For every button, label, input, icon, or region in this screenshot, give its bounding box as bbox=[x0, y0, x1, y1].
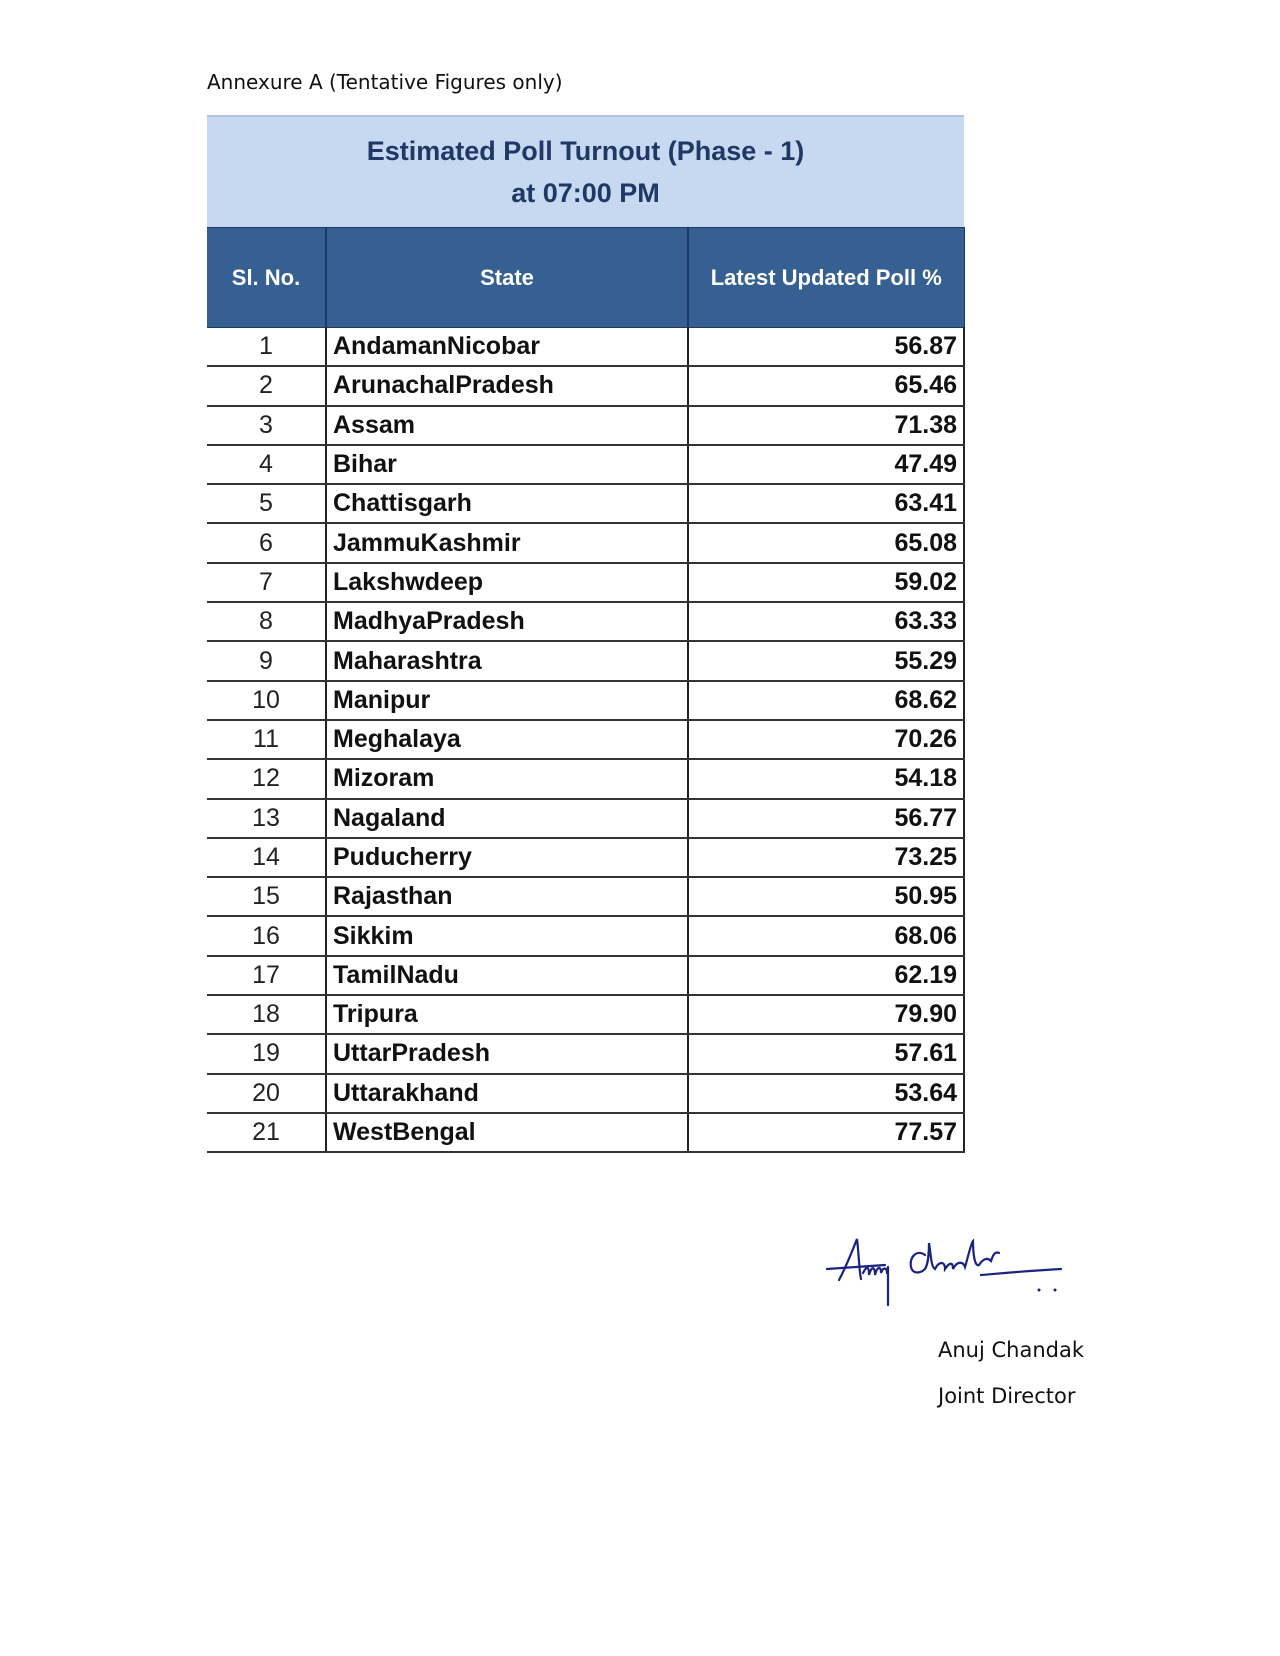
table-row: 9 Maharashtra 55.29 bbox=[207, 641, 965, 682]
signature-image bbox=[825, 1238, 1063, 1307]
state-cell: ArunachalPradesh bbox=[325, 366, 688, 407]
table-row: 17 TamilNadu 62.19 bbox=[207, 955, 965, 997]
annexure-heading: Annexure A (Tentative Figures only) bbox=[207, 70, 563, 94]
table-row: 13 Nagaland 56.77 bbox=[207, 798, 965, 839]
sl-no-cell: 15 bbox=[207, 877, 326, 918]
table-row: 12 Mizoram 54.18 bbox=[207, 759, 965, 800]
state-cell: Sikkim bbox=[325, 916, 688, 957]
poll-percent-cell: 56.77 bbox=[687, 798, 965, 839]
table-row: 14 Puducherry 73.25 bbox=[207, 837, 965, 879]
table-row: 16 Sikkim 68.06 bbox=[207, 916, 965, 957]
header-state: State bbox=[325, 227, 689, 328]
sl-no-cell: 2 bbox=[207, 366, 326, 407]
table-subtitle: at 07:00 PM bbox=[511, 178, 660, 208]
sl-no-cell: 19 bbox=[207, 1034, 326, 1075]
poll-percent-cell: 55.29 bbox=[687, 641, 965, 682]
state-cell: Uttarakhand bbox=[325, 1073, 688, 1114]
poll-percent-cell: 68.62 bbox=[687, 680, 965, 721]
table-row: 20 Uttarakhand 53.64 bbox=[207, 1073, 965, 1114]
state-cell: Maharashtra bbox=[325, 641, 688, 682]
sl-no-cell: 14 bbox=[207, 837, 326, 879]
sl-no-cell: 11 bbox=[207, 719, 326, 761]
table-row: 6 JammuKashmir 65.08 bbox=[207, 523, 965, 564]
table-title: Estimated Poll Turnout (Phase - 1) bbox=[366, 136, 805, 166]
signatory-name: Anuj Chandak bbox=[938, 1338, 1085, 1362]
state-cell: UttarPradesh bbox=[325, 1034, 688, 1075]
sl-no-cell: 7 bbox=[207, 562, 326, 604]
poll-percent-cell: 57.61 bbox=[687, 1034, 965, 1075]
state-cell: Manipur bbox=[325, 680, 688, 721]
poll-percent-cell: 77.57 bbox=[687, 1112, 965, 1154]
table-row: 18 Tripura 79.90 bbox=[207, 995, 965, 1036]
poll-percent-cell: 62.19 bbox=[687, 955, 965, 997]
state-cell: MadhyaPradesh bbox=[325, 602, 688, 643]
sl-no-cell: 12 bbox=[207, 759, 326, 800]
signatory-designation: Joint Director bbox=[938, 1384, 1076, 1408]
poll-percent-cell: 63.33 bbox=[687, 602, 965, 643]
sl-no-cell: 4 bbox=[207, 444, 326, 486]
poll-percent-cell: 56.87 bbox=[687, 327, 965, 368]
poll-percent-cell: 70.26 bbox=[687, 719, 965, 761]
poll-percent-cell: 53.64 bbox=[687, 1073, 965, 1114]
state-cell: JammuKashmir bbox=[325, 523, 688, 564]
header-sl-no: Sl. No. bbox=[207, 227, 327, 328]
sl-no-cell: 17 bbox=[207, 955, 326, 997]
poll-percent-cell: 63.41 bbox=[687, 484, 965, 525]
state-cell: Chattisgarh bbox=[325, 484, 688, 525]
table-row: 3 Assam 71.38 bbox=[207, 405, 965, 446]
table-row: 7 Lakshwdeep 59.02 bbox=[207, 562, 965, 604]
poll-percent-cell: 73.25 bbox=[687, 837, 965, 879]
state-cell: AndamanNicobar bbox=[325, 327, 688, 368]
table-header-row: Sl. No. State Latest Updated Poll % bbox=[207, 227, 965, 328]
table-row: 19 UttarPradesh 57.61 bbox=[207, 1034, 965, 1075]
table-row: 21 WestBengal 77.57 bbox=[207, 1112, 965, 1154]
table-row: 11 Meghalaya 70.26 bbox=[207, 719, 965, 761]
state-cell: Meghalaya bbox=[325, 719, 688, 761]
state-cell: Mizoram bbox=[325, 759, 688, 800]
poll-percent-cell: 54.18 bbox=[687, 759, 965, 800]
table-row: 5 Chattisgarh 63.41 bbox=[207, 484, 965, 525]
poll-percent-cell: 71.38 bbox=[687, 405, 965, 446]
table-row: 8 MadhyaPradesh 63.33 bbox=[207, 602, 965, 643]
poll-percent-cell: 65.46 bbox=[687, 366, 965, 407]
sl-no-cell: 20 bbox=[207, 1073, 326, 1114]
table-row: 4 Bihar 47.49 bbox=[207, 444, 965, 486]
poll-percent-cell: 47.49 bbox=[687, 444, 965, 486]
state-cell: Bihar bbox=[325, 444, 688, 486]
sl-no-cell: 5 bbox=[207, 484, 326, 525]
table-row: 10 Manipur 68.62 bbox=[207, 680, 965, 721]
poll-percent-cell: 79.90 bbox=[687, 995, 965, 1036]
state-cell: Assam bbox=[325, 405, 688, 446]
poll-percent-cell: 50.95 bbox=[687, 877, 965, 918]
sl-no-cell: 13 bbox=[207, 798, 326, 839]
sl-no-cell: 16 bbox=[207, 916, 326, 957]
poll-turnout-table: Estimated Poll Turnout (Phase - 1) at 07… bbox=[207, 115, 965, 1154]
header-poll: Latest Updated Poll % bbox=[687, 227, 965, 328]
table-row: 2 ArunachalPradesh 65.46 bbox=[207, 366, 965, 407]
sl-no-cell: 18 bbox=[207, 995, 326, 1036]
state-cell: TamilNadu bbox=[325, 955, 688, 997]
sl-no-cell: 8 bbox=[207, 602, 326, 643]
state-cell: Tripura bbox=[325, 995, 688, 1036]
sl-no-cell: 10 bbox=[207, 680, 326, 721]
poll-percent-cell: 68.06 bbox=[687, 916, 965, 957]
state-cell: Nagaland bbox=[325, 798, 688, 839]
table-row: 15 Rajasthan 50.95 bbox=[207, 877, 965, 918]
poll-percent-cell: 59.02 bbox=[687, 562, 965, 604]
table-row: 1 AndamanNicobar 56.87 bbox=[207, 327, 965, 368]
state-cell: Puducherry bbox=[325, 837, 688, 879]
state-cell: WestBengal bbox=[325, 1112, 688, 1154]
sl-no-cell: 21 bbox=[207, 1112, 326, 1154]
sl-no-cell: 9 bbox=[207, 641, 326, 682]
sl-no-cell: 3 bbox=[207, 405, 326, 446]
poll-percent-cell: 65.08 bbox=[687, 523, 965, 564]
state-cell: Lakshwdeep bbox=[325, 562, 688, 604]
sl-no-cell: 6 bbox=[207, 523, 326, 564]
table-title-band: Estimated Poll Turnout (Phase - 1) at 07… bbox=[207, 115, 964, 228]
sl-no-cell: 1 bbox=[207, 327, 326, 368]
state-cell: Rajasthan bbox=[325, 877, 688, 918]
